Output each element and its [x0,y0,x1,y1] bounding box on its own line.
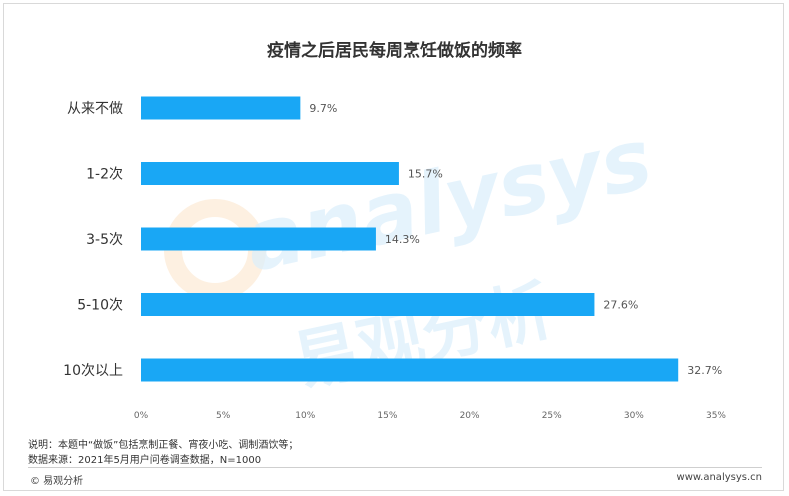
x-tick-label: 15% [377,411,397,421]
x-tick-label: 10% [295,411,315,421]
x-tick-label: 20% [460,411,480,421]
category-label: 10次以上 [63,363,123,379]
value-label: 15.7% [408,168,443,181]
bar-4 [141,293,595,316]
x-tick-label: 35% [706,411,726,421]
x-tick-label: 25% [542,411,562,421]
value-label: 32.7% [687,364,722,377]
chart-title: 疫情之后居民每周烹饪做饭的频率 [267,41,522,61]
footer-brand: © 易观分析 [30,476,84,487]
bar-1 [141,96,301,120]
x-tick-label: 5% [216,411,231,421]
category-label: 从来不做 [67,101,123,117]
category-label: 5-10次 [77,298,123,314]
x-tick-label: 30% [624,411,644,421]
chart-note: 说明：本题中“做饭”包括烹制正餐、宵夜小吃、调制酒饮等； [28,440,299,451]
category-label: 1-2次 [86,167,123,183]
value-label: 14.3% [385,233,420,246]
bar-3 [141,227,376,251]
value-label: 27.6% [603,299,638,312]
footer-divider [28,467,762,468]
x-tick-label: 0% [134,411,149,421]
value-label: 9.7% [309,102,337,115]
footer-url[interactable]: www.analysys.cn [676,472,762,483]
chart-frame [3,3,784,491]
bar-5 [141,358,679,382]
category-label: 3-5次 [86,232,123,248]
bar-2 [141,162,399,185]
data-source: 数据来源：2021年5月用户问卷调查数据，N=1000 [28,455,262,466]
